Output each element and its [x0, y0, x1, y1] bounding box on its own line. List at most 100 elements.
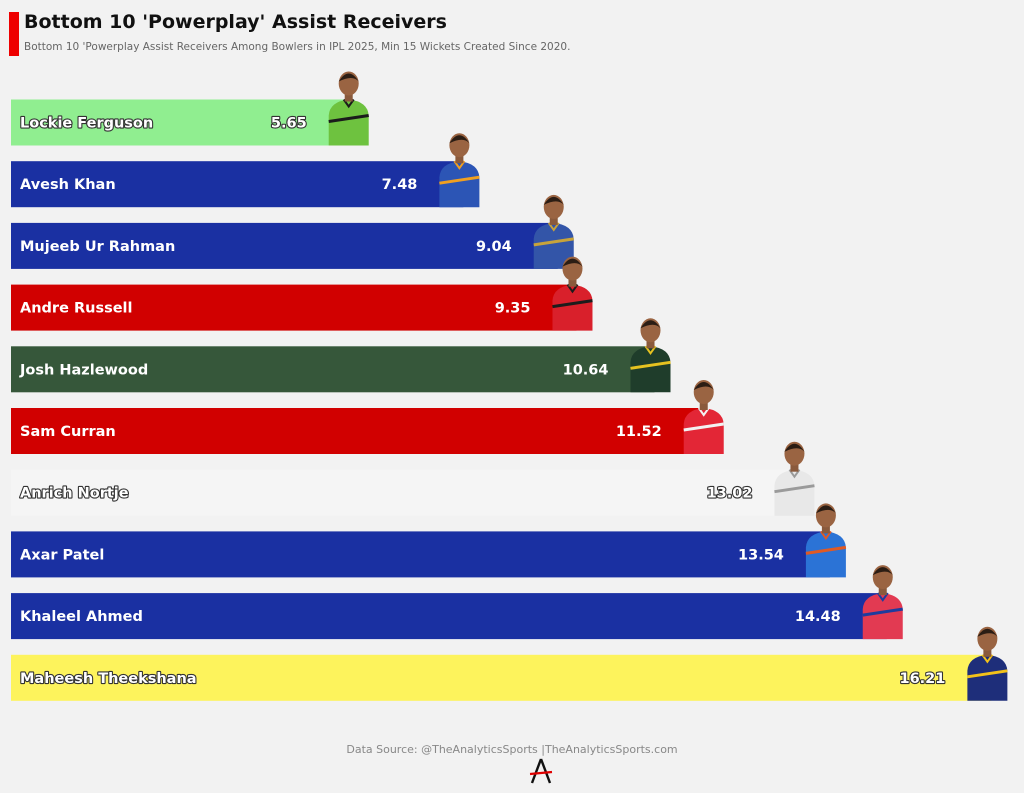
analytics-logo [529, 758, 553, 784]
bar [11, 346, 655, 393]
category-label: Andre Russell [20, 301, 132, 317]
data-source-footer: Data Source: @TheAnalyticsSports |TheAna… [346, 743, 678, 756]
bar [11, 593, 887, 640]
bar-group: Avesh Khan 7.48 [11, 133, 480, 208]
bar [11, 284, 577, 331]
bar [11, 161, 464, 208]
value-label: 16.21 [900, 671, 946, 687]
player-jersey [862, 593, 903, 640]
bar [11, 469, 799, 516]
player-photo [774, 441, 815, 516]
player-hair [872, 567, 893, 576]
jersey-collar [788, 469, 801, 479]
bar-group: Mujeeb Ur Rahman 9.04 [11, 194, 574, 269]
player-hair [784, 443, 805, 452]
player-photo [439, 133, 480, 208]
jersey-stripe [967, 669, 1008, 679]
player-neck [344, 93, 353, 102]
value-label: 14.48 [795, 609, 841, 625]
bar [11, 99, 353, 146]
player-jersey [774, 469, 815, 516]
bar-group: Anrich Nortje 13.02 [11, 441, 815, 516]
jersey-stripe [805, 545, 847, 555]
jersey-collar [547, 222, 560, 232]
bar-group: Josh Hazlewood 10.64 [11, 318, 671, 393]
player-neck [983, 648, 992, 657]
jersey-stripe [328, 114, 369, 123]
category-label: Anrich Nortje [20, 486, 129, 502]
jersey-collar [876, 592, 889, 602]
jersey-stripe [552, 299, 593, 309]
title-accent-bar [9, 12, 19, 56]
player-neck [699, 402, 708, 410]
player-hair [338, 73, 359, 82]
category-label: Axar Patel [20, 547, 104, 563]
player-hair [815, 505, 836, 514]
player-neck [878, 587, 887, 596]
chart-subtitle: Bottom 10 'Powerplay Assist Receivers Am… [24, 41, 571, 53]
player-hair [543, 196, 564, 205]
player-hair [640, 320, 661, 329]
category-label: Maheesh Theekshana [20, 671, 197, 687]
value-label: 11.52 [616, 424, 662, 440]
jersey-collar [820, 530, 832, 541]
bar [11, 654, 992, 701]
bar-group: Lockie Ferguson 5.65 [11, 71, 369, 146]
jersey-stripe [774, 484, 815, 494]
category-label: Mujeeb Ur Rahman [20, 239, 175, 255]
value-label: 13.54 [738, 547, 784, 563]
player-jersey [328, 99, 369, 146]
bar [11, 408, 708, 454]
chart-title: Bottom 10 'Powerplay' Assist Receivers [24, 11, 447, 33]
player-neck [568, 278, 577, 287]
player-hair [562, 258, 583, 267]
value-label: 9.35 [495, 301, 531, 317]
value-label: 9.04 [476, 239, 512, 255]
jersey-stripe [439, 175, 480, 185]
player-jersey [967, 654, 1008, 701]
player-photo [862, 565, 903, 640]
jersey-collar [453, 160, 466, 170]
jersey-stripe [683, 422, 724, 432]
bar [11, 531, 830, 578]
player-neck [549, 216, 558, 225]
jersey-collar [644, 345, 657, 356]
player-photo [328, 71, 369, 146]
player-neck [646, 340, 655, 349]
jersey-stripe [630, 360, 671, 370]
bar-group: Khaleel Ahmed 14.48 [11, 565, 903, 640]
jersey-collar [566, 284, 579, 294]
player-jersey [533, 222, 574, 269]
value-label: 10.64 [563, 362, 609, 378]
player-hair [977, 628, 998, 637]
jersey-stripe [533, 237, 574, 247]
category-label: Khaleel Ahmed [20, 609, 143, 625]
player-hair [693, 382, 714, 390]
player-neck [455, 155, 464, 164]
value-label: 7.48 [382, 177, 418, 193]
player-jersey [552, 284, 593, 331]
bar-group: Axar Patel 13.54 [11, 503, 847, 578]
value-label: 5.65 [271, 116, 307, 132]
player-jersey [805, 531, 846, 578]
player-photo [683, 380, 724, 454]
jersey-collar [697, 407, 710, 417]
player-hair [449, 135, 470, 144]
bar-group: Andre Russell 9.35 [11, 256, 593, 331]
bar-group: Maheesh Theekshana 16.21 [11, 626, 1008, 701]
player-photo [552, 256, 593, 331]
player-photo [533, 194, 574, 269]
jersey-collar [342, 98, 355, 109]
category-label: Lockie Ferguson [20, 116, 153, 132]
value-label: 13.02 [707, 486, 753, 502]
player-photo [630, 318, 671, 393]
category-label: Avesh Khan [20, 177, 116, 193]
player-jersey [683, 408, 724, 454]
category-label: Sam Curran [20, 424, 116, 440]
player-photo [805, 503, 847, 578]
jersey-stripe [862, 607, 903, 617]
player-neck [821, 525, 830, 534]
category-label: Josh Hazlewood [19, 362, 148, 378]
jersey-collar [981, 654, 994, 664]
